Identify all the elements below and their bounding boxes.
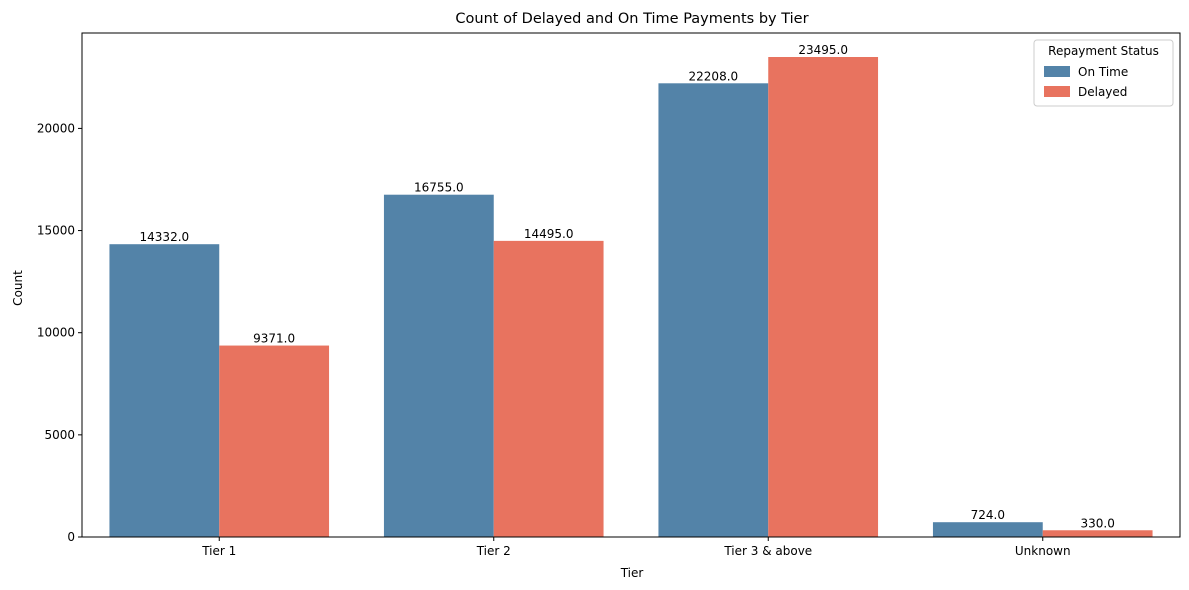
x-axis: Tier 1 Tier 2 Tier 3 & above Unknown	[201, 537, 1071, 558]
data-label-delayed-0: 9371.0	[253, 332, 295, 346]
data-label-on-time-3: 724.0	[971, 508, 1005, 522]
legend-swatch-delayed	[1044, 86, 1070, 97]
bar-on-time-2	[658, 83, 769, 537]
bar-delayed-3	[1042, 530, 1153, 537]
y-tick-label: 0	[67, 530, 75, 544]
bar-delayed-2	[768, 57, 879, 538]
data-label-delayed-1: 14495.0	[524, 227, 574, 241]
legend-title: Repayment Status	[1048, 44, 1159, 58]
plot-area: 14332.0 9371.0 16755.0 14495.0 22208.0 23495.…	[81, 32, 1181, 538]
x-axis-label: Tier	[620, 566, 644, 580]
legend: Repayment Status On Time Delayed	[1033, 39, 1174, 107]
bar-on-time-1	[383, 194, 494, 537]
data-label-on-time-2: 22208.0	[689, 69, 739, 83]
data-label-on-time-1: 16755.0	[414, 181, 464, 195]
y-axis-label: Count	[11, 270, 25, 306]
data-label-delayed-2: 23495.0	[798, 43, 848, 57]
legend-label-delayed: Delayed	[1078, 85, 1127, 99]
y-tick-label: 5000	[44, 428, 75, 442]
x-tick-label: Unknown	[1015, 544, 1071, 558]
legend-label-on-time: On Time	[1078, 65, 1128, 79]
data-label-on-time-0: 14332.0	[140, 230, 190, 244]
bar-on-time-0	[109, 244, 220, 537]
y-tick-label: 10000	[37, 326, 75, 340]
legend-swatch-on-time	[1044, 66, 1070, 77]
y-tick-label: 15000	[37, 224, 75, 238]
bar-on-time-3	[932, 522, 1043, 537]
x-tick-label: Tier 2	[476, 544, 511, 558]
plot-frame	[81, 32, 1181, 538]
x-tick-label: Tier 1	[201, 544, 236, 558]
y-tick-label: 20000	[37, 121, 75, 135]
x-tick-label: Tier 3 & above	[723, 544, 812, 558]
chart-title: Count of Delayed and On Time Payments by…	[455, 11, 808, 27]
data-label-delayed-3: 330.0	[1080, 516, 1114, 530]
bar-delayed-0	[219, 345, 330, 537]
bar-delayed-1	[493, 240, 604, 538]
y-axis: 0 5000 10000 15000 20000	[37, 121, 82, 544]
